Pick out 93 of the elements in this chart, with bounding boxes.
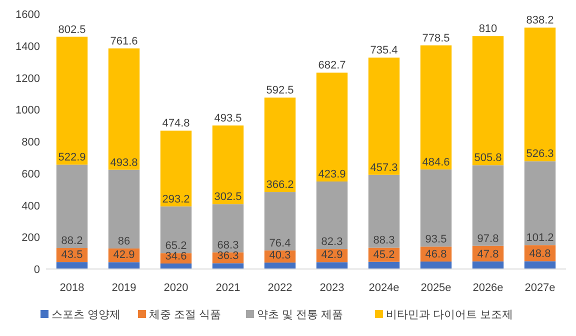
bar [264, 98, 296, 192]
bar [264, 262, 296, 269]
bar [472, 165, 504, 246]
bar [368, 262, 400, 269]
x-tick-label: 2025e [420, 282, 452, 294]
data-label: 101.2 [526, 232, 554, 244]
bar [108, 170, 140, 248]
x-tick-label: 2018 [60, 282, 84, 294]
bar [108, 262, 140, 269]
data-label: 366.2 [266, 179, 294, 192]
data-label: 93.5 [425, 234, 447, 246]
x-tick-label: 2019 [112, 282, 136, 294]
bar [524, 261, 556, 269]
data-label: 45.2 [373, 248, 395, 261]
data-label: 592.5 [266, 84, 294, 97]
bar [212, 263, 244, 269]
y-tick-label: 1200 [16, 72, 40, 85]
data-label: 82.3 [321, 236, 343, 248]
bar [56, 262, 88, 269]
data-label: 48.8 [529, 248, 551, 260]
legend-label: 비타민과 다이어트 보조제 [386, 309, 514, 321]
legend-label: 약초 및 전통 제품 [257, 309, 344, 321]
x-tick-label: 2024e [368, 282, 400, 294]
bar [56, 36, 88, 165]
data-label: 505.8 [474, 152, 502, 164]
bar [264, 192, 296, 250]
data-label: 34.6 [165, 250, 187, 262]
data-label: 293.2 [162, 193, 190, 206]
y-tick-label: 1000 [16, 104, 40, 117]
data-label: 484.6 [422, 156, 450, 168]
bar [420, 262, 452, 269]
data-label: 474.8 [162, 118, 190, 130]
bar [212, 125, 244, 204]
bar [420, 45, 452, 170]
data-label: 493.5 [214, 112, 242, 124]
data-label: 47.8 [477, 248, 499, 260]
y-tick-label: 200 [22, 232, 40, 244]
y-tick-label: 800 [22, 136, 40, 148]
data-label: 493.8 [110, 156, 138, 169]
data-label: 838.2 [526, 14, 554, 27]
data-label: 682.7 [318, 60, 346, 72]
data-label: 302.5 [214, 191, 242, 204]
data-label: 88.3 [373, 234, 395, 247]
bar [420, 169, 452, 247]
bar [160, 130, 192, 206]
data-label: 76.4 [269, 237, 291, 250]
data-label: 810 [478, 23, 498, 36]
data-label: 423.9 [318, 168, 346, 180]
data-label: 65.2 [165, 240, 187, 252]
data-label: 457.3 [370, 162, 398, 174]
data-label: 86 [118, 235, 130, 248]
bar [524, 161, 556, 246]
bar [368, 174, 400, 248]
x-tick-label: 2026e [472, 282, 504, 294]
bar [472, 261, 504, 269]
bar [160, 263, 192, 269]
data-label: 526.3 [526, 148, 554, 160]
y-tick-label: 0 [34, 264, 40, 276]
bar [108, 48, 140, 170]
data-label: 802.5 [58, 24, 86, 36]
bar [316, 72, 348, 182]
x-tick-label: 2021 [216, 282, 240, 294]
legend-label: 스포츠 영양제 [52, 309, 121, 321]
x-tick-label: 2020 [164, 282, 188, 294]
bar [316, 262, 348, 269]
data-label: 97.8 [477, 232, 499, 245]
data-label: 42.9 [113, 249, 135, 262]
data-label: 36.3 [217, 250, 239, 262]
data-label: 46.8 [425, 248, 447, 261]
data-label: 43.5 [61, 249, 83, 262]
data-label: 522.9 [58, 152, 86, 164]
bar [160, 206, 192, 254]
bar [212, 204, 244, 252]
y-tick-label: 1400 [16, 40, 40, 53]
bar [524, 28, 556, 162]
bar [316, 181, 348, 250]
data-label: 40.3 [269, 250, 291, 262]
legend-label: 체중 조절 식품 [149, 309, 222, 321]
data-label: 42.9 [321, 249, 343, 262]
data-label: 735.4 [370, 44, 398, 57]
data-label: 778.5 [422, 32, 450, 44]
bar [472, 36, 504, 166]
y-tick-label: 1600 [16, 9, 40, 21]
y-tick-label: 600 [22, 168, 40, 180]
y-tick-label: 400 [22, 200, 40, 212]
x-tick-label: 2023 [320, 282, 344, 294]
data-label: 761.6 [110, 35, 138, 48]
x-tick-label: 2027e [524, 282, 556, 294]
bar [56, 164, 88, 248]
data-label: 88.2 [61, 235, 83, 248]
x-tick-label: 2022 [268, 282, 292, 294]
bar [368, 58, 400, 175]
data-label: 68.3 [217, 239, 239, 252]
